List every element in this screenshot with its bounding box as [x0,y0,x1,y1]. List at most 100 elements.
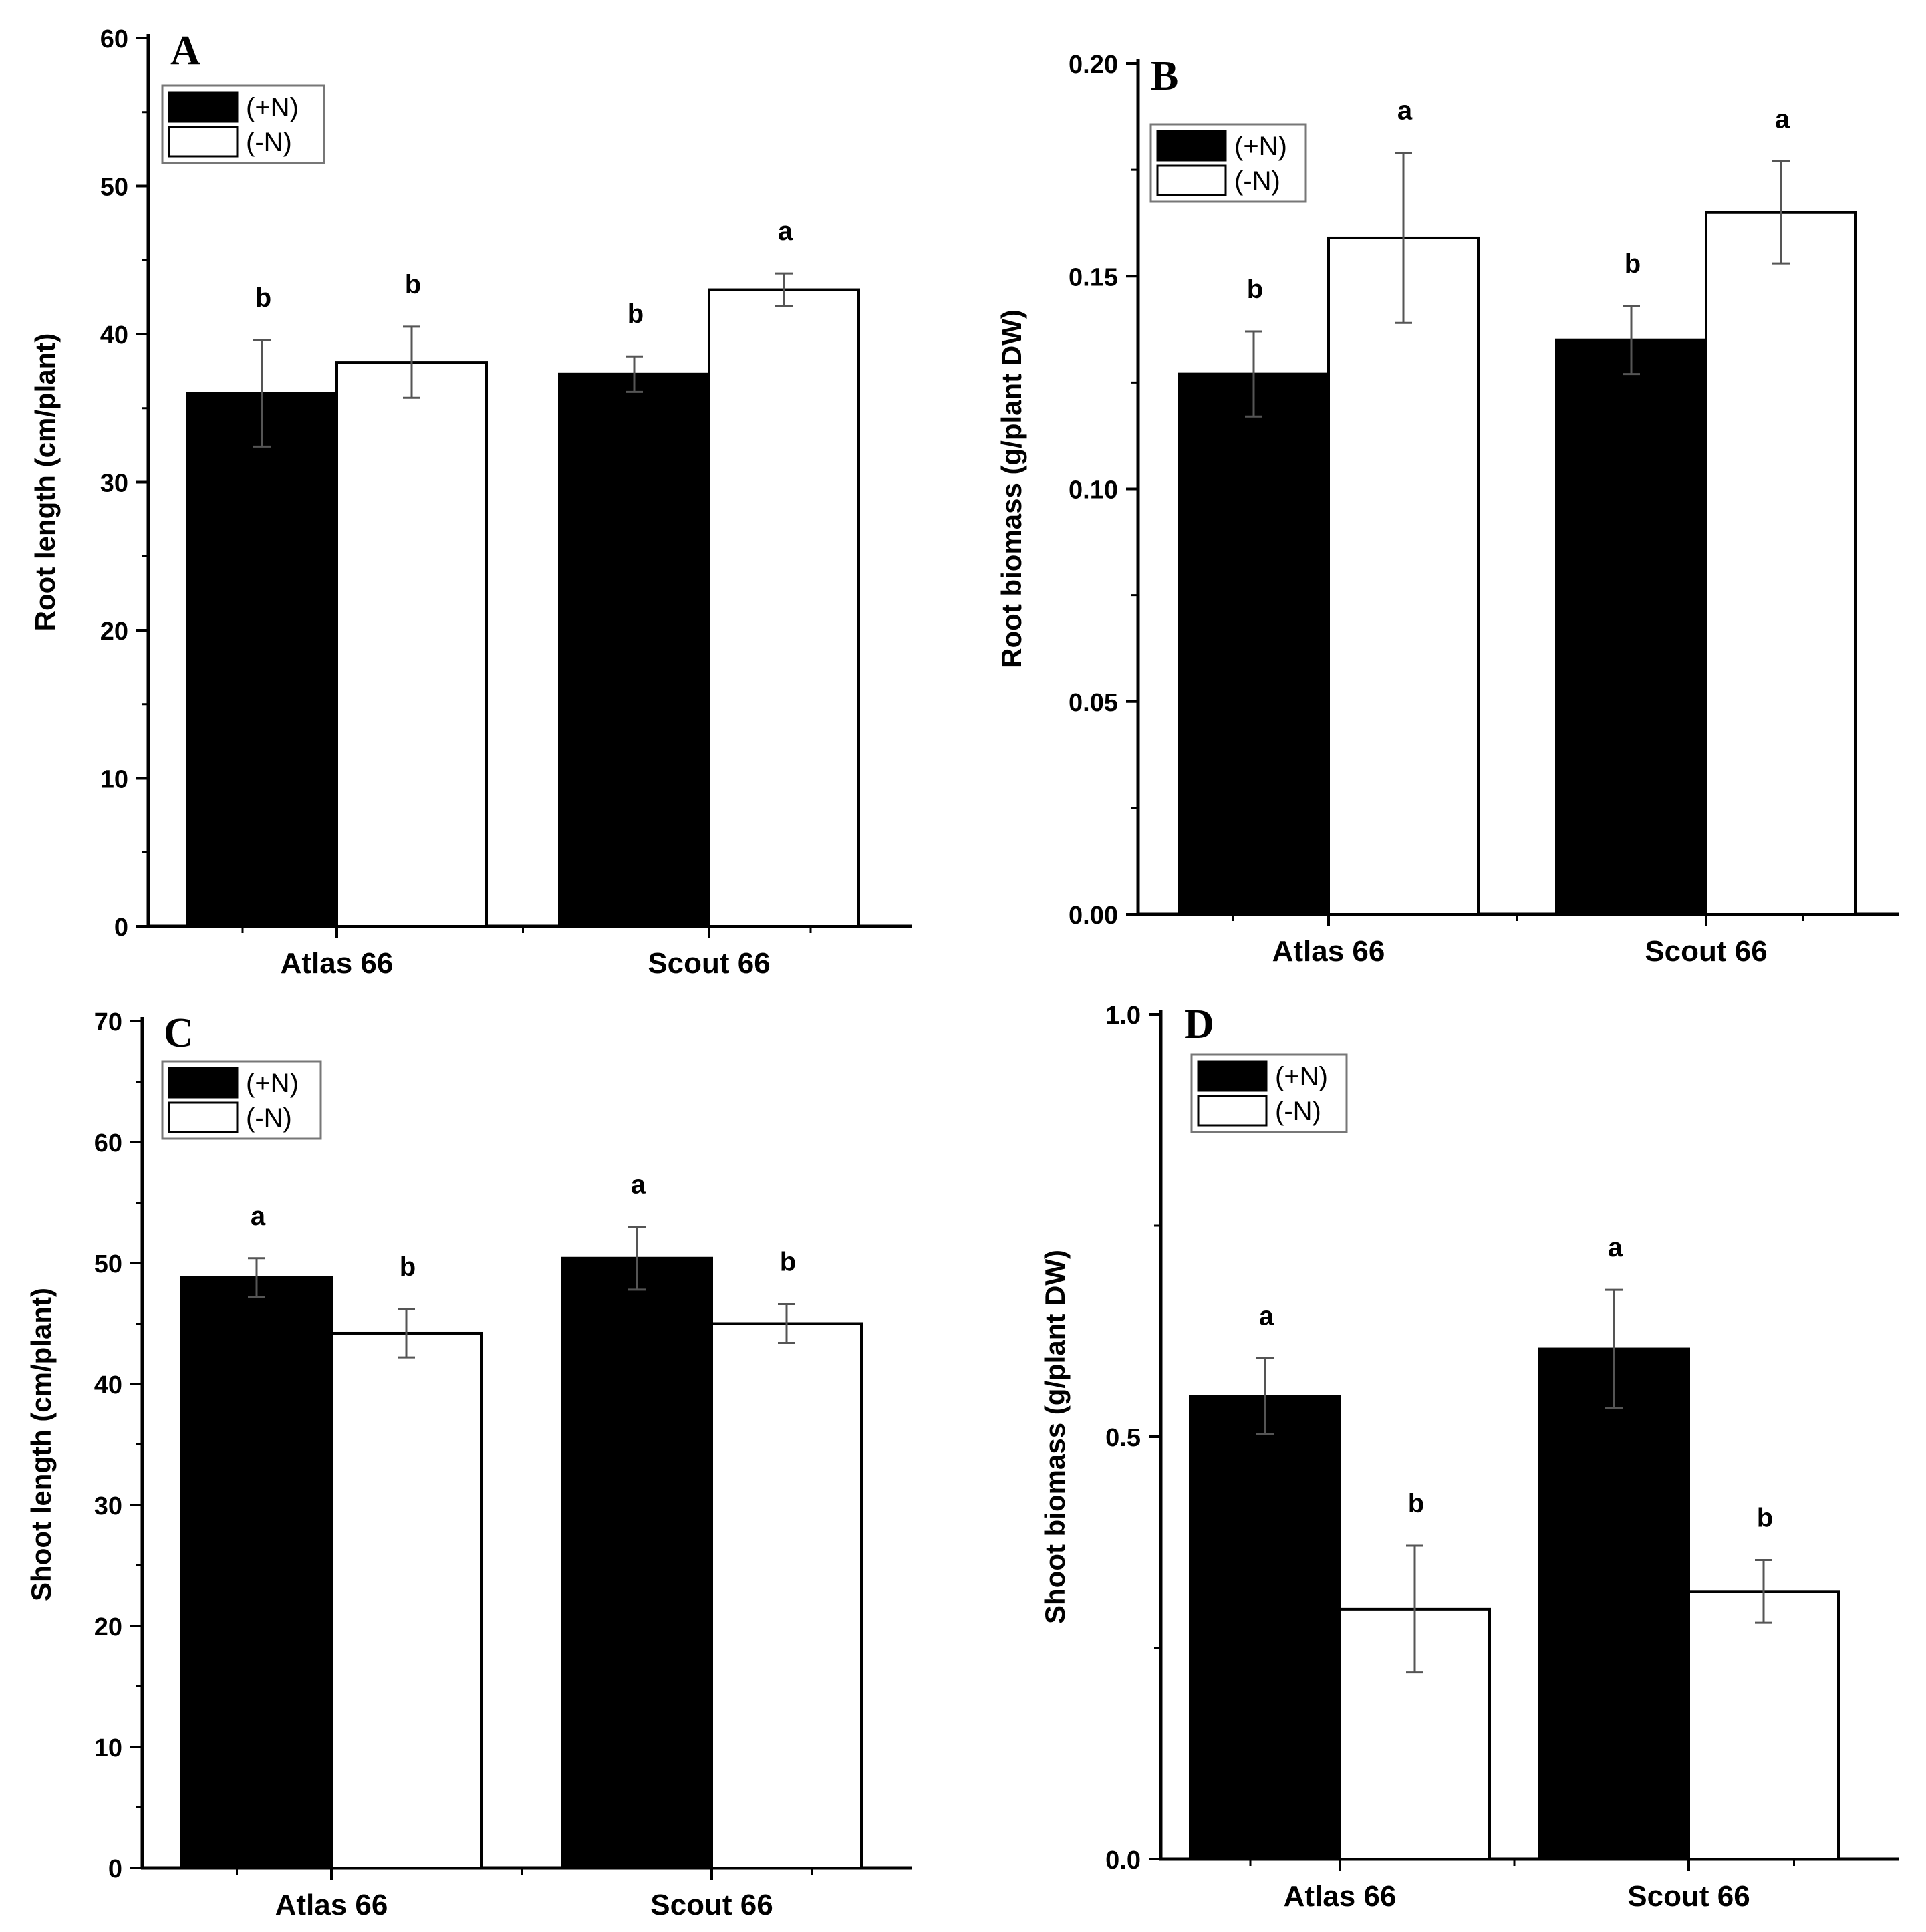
error-bar [1406,1544,1423,1674]
y-tick-label: 70 [94,1008,122,1037]
error-bar [1256,1357,1274,1435]
legend-swatch-plus-n [1156,130,1227,162]
y-tick-label: 40 [100,321,128,350]
significance-letter: b [400,1252,416,1282]
y-tick-label: 40 [94,1371,122,1399]
error-bar [1605,1288,1623,1409]
error-bar [778,1303,795,1344]
significance-letter: b [780,1248,796,1277]
error-bar [775,272,793,307]
bar-minus-n [710,1322,863,1869]
panel-label: A [170,28,200,74]
bar-minus-n [708,288,860,928]
legend-label: (+N) [246,93,299,122]
y-axis-label: Shoot biomass (g/plant DW) [1039,1250,1071,1624]
bar-plus-n [1555,338,1707,916]
significance-letter: a [631,1170,646,1200]
y-tick-label: 0 [114,914,128,942]
y-tick-label: 0 [108,1855,122,1883]
panel-label: D [1184,1002,1214,1047]
x-tick-label: Scout 66 [650,1889,773,1921]
significance-letter: b [1408,1489,1424,1518]
legend: (+N) (-N) [161,1060,322,1140]
chart-d: 0.0 0.5 1.0 Atlas 66 Scout 66 a a b b Shoot bioma… [1039,1002,1899,1913]
y-tick-label: 1.0 [1105,1002,1141,1030]
error-bar [253,339,271,448]
significance-letter: b [255,283,271,313]
legend-label: (+N) [246,1069,299,1098]
y-tick-label: 0.00 [1069,902,1118,930]
significance-letter: a [1259,1301,1274,1331]
error-bar [398,1308,415,1359]
significance-letter: a [1775,104,1790,134]
bar-minus-n [1687,1590,1840,1860]
significance-letter: b [405,270,421,299]
x-tick-label: Atlas 66 [1272,935,1385,968]
legend: (+N) (-N) [1190,1053,1348,1133]
error-bar [626,355,643,393]
bar-plus-n [180,1276,333,1869]
legend-label: (-N) [1275,1097,1321,1126]
error-bar [628,1226,646,1291]
bar-minus-n [335,361,488,928]
y-axis-label: Root length (cm/plant) [29,333,61,632]
legend: (+N) (-N) [1149,123,1307,203]
legend: (+N) (-N) [161,84,325,164]
legend-swatch-minus-n [1156,164,1227,196]
y-tick-label: 30 [100,470,128,498]
bar-plus-n [561,1256,713,1869]
y-tick-label: 10 [94,1734,122,1762]
error-bar [248,1257,265,1298]
error-bar [1395,152,1412,324]
significance-letter: a [778,217,793,246]
legend-label: (-N) [1234,166,1280,196]
legend-label: (+N) [1234,132,1287,161]
y-tick-label: 50 [94,1250,122,1278]
bar-minus-n [330,1331,483,1869]
bar-plus-n [1178,372,1330,916]
x-tick-label: Atlas 66 [281,947,394,980]
y-tick-label: 0.05 [1069,689,1118,717]
significance-letter: a [251,1202,266,1231]
legend-swatch-plus-n [168,91,239,123]
y-tick-label: 50 [100,174,128,202]
legend-label: (-N) [246,1103,292,1133]
y-tick-label: 10 [100,766,128,794]
significance-letter: b [1625,249,1641,279]
x-tick-label: Scout 66 [648,947,770,980]
bar-plus-n [558,372,710,928]
panel-label: B [1151,53,1178,99]
y-tick-label: 30 [94,1492,122,1520]
legend-swatch-minus-n [168,126,239,158]
legend-label: (-N) [246,128,292,157]
chart-a: 0 10 20 30 40 50 60 Atlas 66 Scout 66 b b b a Root le… [29,25,912,980]
y-tick-label: 0.5 [1105,1424,1141,1452]
y-tick-label: 20 [100,617,128,646]
legend-label: (+N) [1275,1062,1328,1091]
bar-plus-n [1538,1347,1690,1860]
y-tick-label: 0.10 [1069,476,1118,505]
legend-swatch-minus-n [1197,1095,1268,1127]
x-tick-label: Scout 66 [1645,935,1767,968]
y-tick-label: 60 [100,25,128,53]
significance-letter: b [1247,275,1263,304]
x-tick-label: Atlas 66 [275,1889,388,1921]
significance-letter: a [1608,1233,1623,1262]
significance-letter: a [1397,96,1413,126]
bar-plus-n [1189,1395,1341,1860]
panel-label: C [164,1010,194,1056]
chart-b: 0.00 0.05 0.10 0.15 0.20 Atlas 66 Scout 66 b b a a… [996,51,1899,968]
x-tick-label: Atlas 66 [1284,1880,1397,1913]
y-tick-label: 0.20 [1069,51,1118,79]
legend-swatch-plus-n [1197,1060,1268,1092]
y-tick-label: 0.15 [1069,263,1118,291]
legend-swatch-plus-n [168,1067,239,1099]
y-tick-label: 0.0 [1105,1846,1141,1875]
y-tick-label: 60 [94,1129,122,1157]
y-tick-label: 20 [94,1613,122,1641]
y-axis-label: Root biomass (g/plant DW) [996,309,1027,668]
error-bar [1755,1559,1772,1624]
bar-minus-n [1327,236,1480,916]
y-axis-label: Shoot length (cm/plant) [25,1288,57,1601]
